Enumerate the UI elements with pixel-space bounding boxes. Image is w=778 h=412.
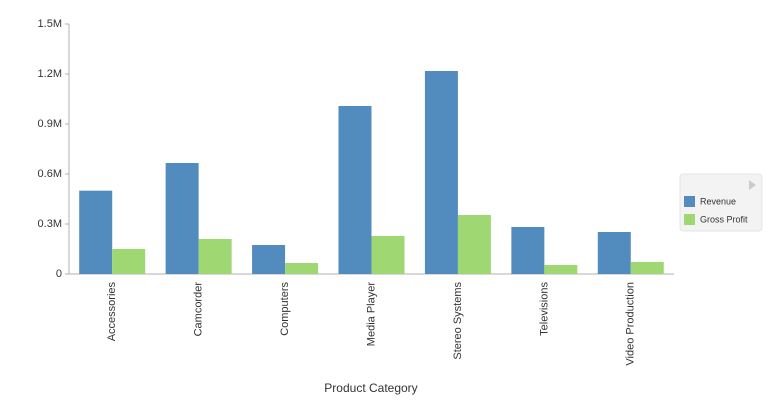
legend-arrow bbox=[749, 180, 756, 190]
legend-swatch bbox=[684, 214, 695, 225]
x-tick-label: Camcorder bbox=[193, 282, 205, 337]
y-tick-label: 0.9M bbox=[38, 118, 62, 130]
bar bbox=[371, 236, 405, 274]
legend-label: Gross Profit bbox=[700, 214, 748, 224]
x-tick-label: Media Player bbox=[365, 282, 377, 347]
x-tick-label: Computers bbox=[279, 282, 291, 336]
x-tick-label: Video Production bbox=[625, 282, 637, 366]
bar bbox=[424, 71, 458, 274]
bar bbox=[198, 239, 232, 274]
x-tick-label: Accessories bbox=[106, 282, 118, 342]
y-tick-label: 1.5M bbox=[38, 18, 62, 30]
x-tick-label: Televisions bbox=[538, 282, 550, 336]
legend: Revenue Gross Profit bbox=[679, 173, 763, 232]
y-tick-label: 0.3M bbox=[38, 218, 62, 230]
legend-box bbox=[679, 173, 763, 232]
bar bbox=[457, 215, 491, 274]
legend-label: Revenue bbox=[700, 196, 736, 206]
bar bbox=[597, 232, 631, 274]
bar bbox=[112, 249, 146, 274]
bar bbox=[165, 163, 199, 274]
y-tick-label: 0 bbox=[56, 268, 62, 280]
y-tick-label: 1.2M bbox=[38, 68, 62, 80]
bar bbox=[338, 106, 372, 274]
bar bbox=[630, 262, 664, 274]
bar bbox=[544, 265, 578, 274]
bar bbox=[252, 245, 286, 274]
x-axis-title: Product Category bbox=[324, 381, 417, 395]
bar bbox=[511, 227, 545, 274]
bar bbox=[79, 190, 113, 274]
bar bbox=[285, 263, 319, 274]
legend-swatch bbox=[684, 196, 695, 207]
x-tick-label: Stereo Systems bbox=[452, 282, 464, 360]
y-tick-label: 0.6M bbox=[38, 168, 62, 180]
